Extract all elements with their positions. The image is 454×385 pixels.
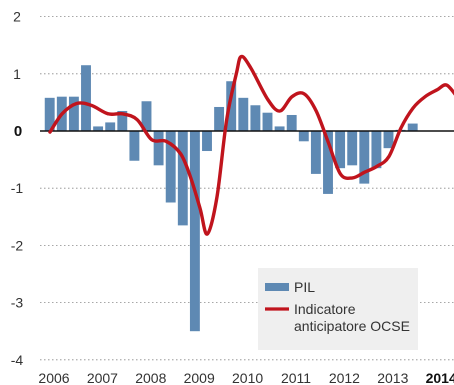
y-tick-label: -4: [11, 352, 24, 368]
x-tick-label: 2007: [87, 370, 118, 385]
x-tick-label: 2010: [232, 370, 263, 385]
ocse-line-path: [48, 54, 454, 236]
pil-bar: [81, 65, 91, 131]
y-tick-label: 1: [13, 66, 21, 82]
x-tick-label: 2011: [281, 370, 311, 385]
ocse-line: [48, 54, 454, 236]
pil-bar: [177, 131, 188, 226]
legend-swatch-pil: [265, 283, 289, 291]
y-tick-label: -2: [11, 237, 24, 253]
x-tick-label: 2008: [135, 370, 166, 385]
legend-label-ocse-line2: anticipatore OCSE: [294, 318, 410, 334]
y-tick-label: -3: [11, 295, 24, 311]
pil-bar: [105, 122, 116, 131]
x-tick-label: 2013: [377, 370, 408, 385]
pil-bar: [298, 131, 309, 142]
y-tick-label: 0: [14, 123, 22, 140]
x-tick-label: 2006: [38, 370, 69, 385]
pil-bar: [44, 97, 55, 131]
pil-bar: [286, 114, 297, 131]
y-tick-label: 2: [13, 9, 21, 25]
legend: PIL Indicatore anticipatore OCSE: [258, 268, 418, 350]
legend-label-ocse: Indicatore anticipatore OCSE: [294, 301, 410, 334]
pil-bar: [323, 131, 333, 194]
pil-bar: [68, 96, 79, 131]
pil-bar: [347, 131, 358, 166]
pil-bar: [93, 126, 104, 131]
pil-bar: [117, 110, 128, 131]
pil-bar: [202, 131, 212, 152]
pil-bar: [262, 112, 273, 131]
y-axis-ticks: 2 1 0 -1 -2 -3 -4: [11, 9, 24, 368]
pil-bar: [165, 131, 176, 203]
pil-bar: [371, 131, 382, 169]
pil-bar: [335, 131, 346, 169]
pil-bar: [274, 126, 285, 131]
pil-bar: [129, 131, 140, 161]
pil-bar: [238, 97, 249, 131]
pil-bar: [359, 131, 370, 184]
pil-bar: [141, 101, 152, 131]
x-tick-label: 2009: [184, 370, 215, 385]
pil-bar: [189, 131, 200, 332]
x-tick-label: 2012: [329, 370, 360, 385]
pil-bar: [310, 131, 321, 174]
legend-label-ocse-line1: Indicatore: [294, 301, 356, 317]
y-tick-label: -1: [11, 180, 24, 196]
pil-bar: [383, 131, 394, 149]
pil-bar: [250, 105, 261, 131]
pil-bar: [153, 131, 164, 166]
legend-label-pil: PIL: [294, 279, 315, 295]
x-axis-ticks: 2006 2007 2008 2009 2010 2011 2012 2013 2014: [38, 370, 454, 385]
pil-bar: [214, 106, 225, 131]
pil-bar: [407, 123, 418, 131]
x-tick-label: 2014: [426, 370, 454, 385]
pil-bar: [226, 81, 237, 131]
